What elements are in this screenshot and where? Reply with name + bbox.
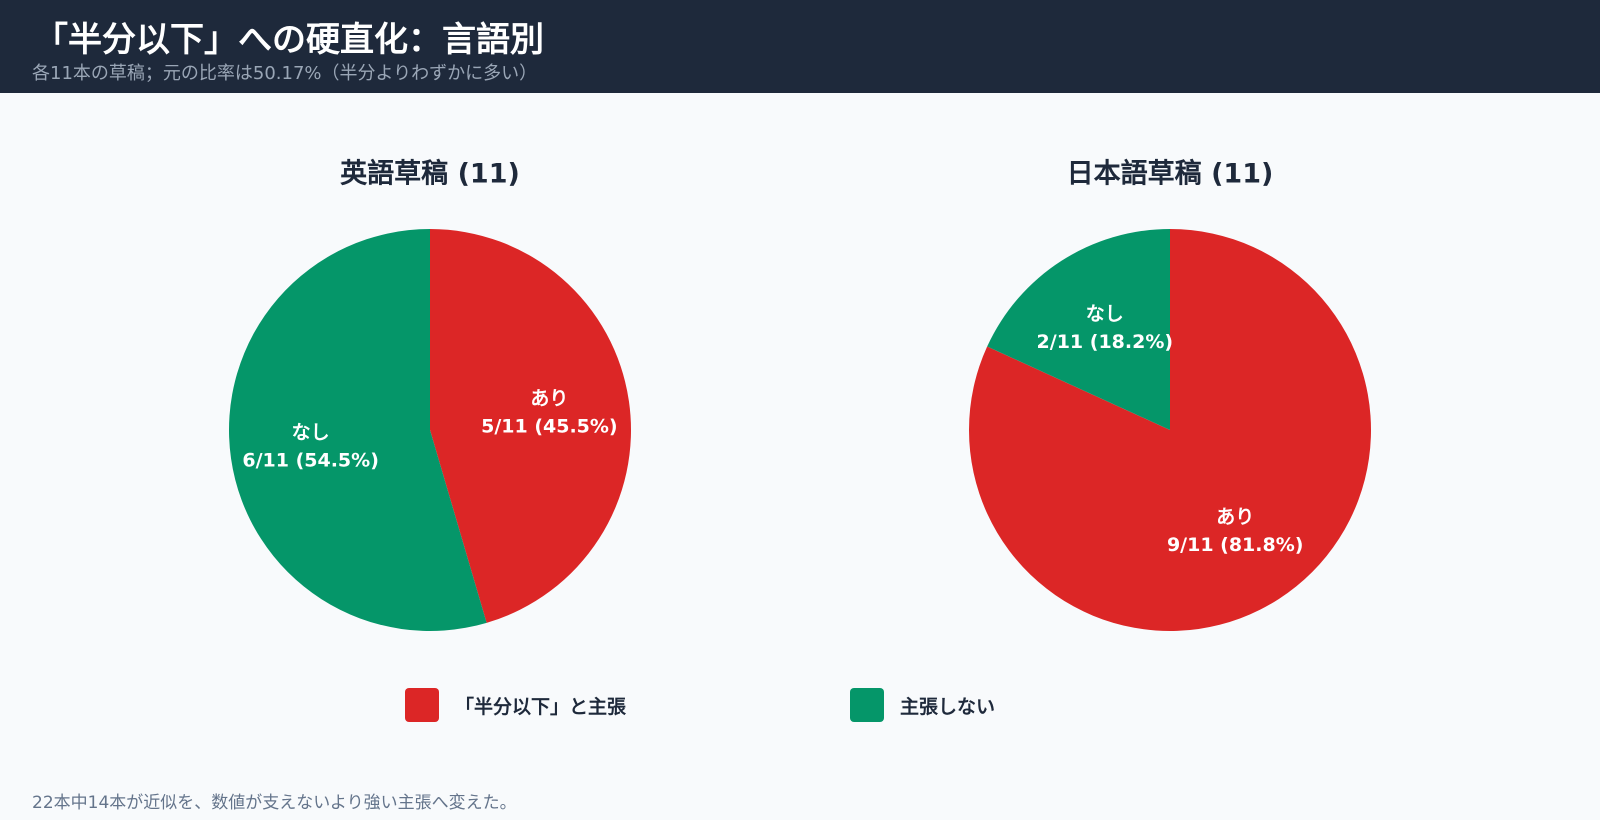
pie-slice-claim bbox=[968, 229, 1371, 632]
page-subtitle: 各11本の草稿；元の比率は50.17%（半分よりわずかに多い） bbox=[32, 63, 538, 84]
slice-value-label: 9/11 (81.8%) bbox=[1167, 534, 1304, 556]
pie-title: 英語草稿 (11) bbox=[340, 158, 520, 190]
slice-label: あり bbox=[530, 387, 568, 409]
slice-value-label: 6/11 (54.5%) bbox=[242, 450, 379, 472]
legend-swatch-claim bbox=[405, 688, 439, 722]
slice-label: あり bbox=[1216, 506, 1254, 528]
legend-label-claim: 「半分以下」と主張 bbox=[455, 695, 627, 718]
footnote: 22本中14本が近似を、数値が支えないより強い主張へ変えた。 bbox=[32, 793, 517, 813]
pie-title: 日本語草稿 (11) bbox=[1067, 158, 1274, 190]
legend-label-no-claim: 主張しない bbox=[900, 695, 996, 718]
slice-value-label: 2/11 (18.2%) bbox=[1037, 331, 1174, 353]
slice-value-label: 5/11 (45.5%) bbox=[481, 415, 618, 437]
pie-chart-1: 英語草稿 (11) あり 5/11 (45.5%) なし 6/11 (54.5%) bbox=[228, 158, 631, 632]
pie-chart-2: 日本語草稿 (11) あり 9/11 (81.8%) なし 2/11 (18.2%) bbox=[968, 158, 1371, 632]
header-bar: 「半分以下」への硬直化：言語別 各11本の草稿；元の比率は50.17%（半分より… bbox=[0, 0, 1600, 93]
legend-item-claim: 「半分以下」と主張 bbox=[405, 688, 626, 722]
page-title: 「半分以下」への硬直化：言語別 bbox=[34, 20, 544, 60]
slice-label: なし bbox=[292, 422, 330, 444]
pie-slice-no-claim bbox=[228, 229, 487, 632]
pie-slice-no-claim bbox=[987, 229, 1170, 430]
pie-slice-claim bbox=[430, 229, 631, 623]
slice-label: なし bbox=[1086, 303, 1124, 325]
legend-swatch-no-claim bbox=[850, 688, 884, 722]
legend-item-no-claim: 主張しない bbox=[850, 688, 995, 722]
